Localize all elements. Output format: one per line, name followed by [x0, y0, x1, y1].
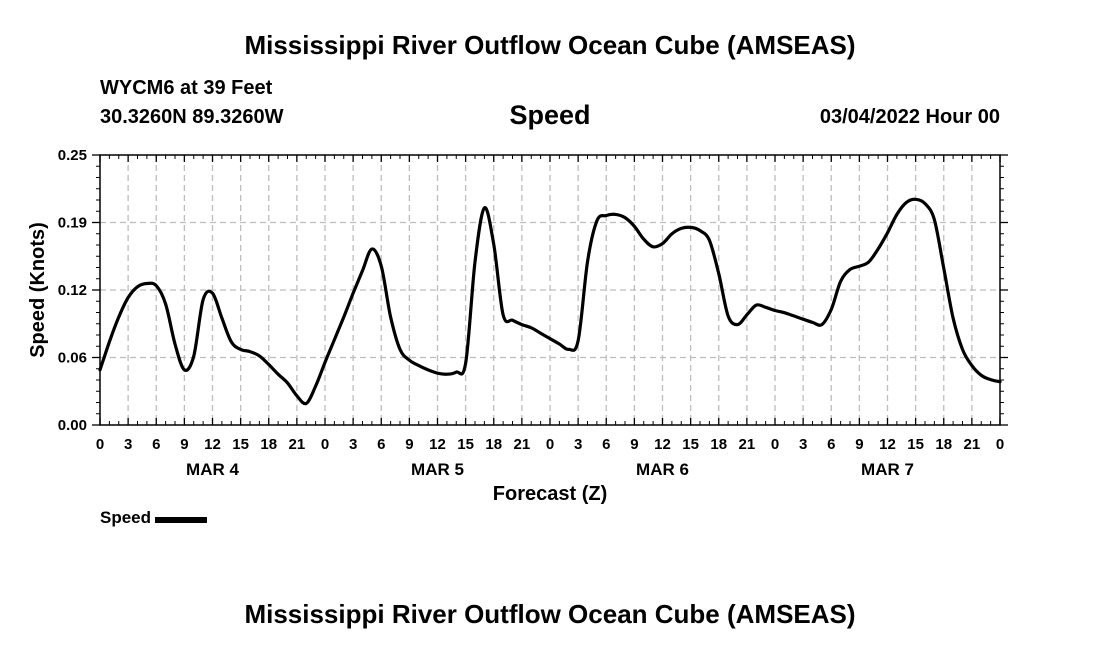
speed-series-line	[98, 197, 1002, 406]
x-tick-label: 3	[574, 436, 582, 453]
footer-title: Mississippi River Outflow Ocean Cube (AM…	[244, 599, 856, 629]
day-label: MAR 6	[636, 460, 689, 479]
x-tick-label: 18	[710, 436, 727, 453]
y-tick-label: 0.19	[58, 215, 87, 232]
day-label: MAR 4	[186, 460, 239, 479]
legend-swatch	[155, 516, 208, 523]
x-tick-label: 18	[485, 436, 502, 453]
x-tick-label: 3	[799, 436, 807, 453]
x-tick-label: 18	[260, 436, 277, 453]
x-tick-label: 21	[514, 436, 531, 453]
x-tick-label: 21	[739, 436, 756, 453]
y-axis-labels: 0.00 0.06 0.12 0.19 0.25	[58, 147, 87, 434]
y-tick-label: 0.06	[58, 350, 87, 367]
x-tick-label: 9	[180, 436, 188, 453]
x-tick-label: 12	[654, 436, 671, 453]
x-tick-label: 21	[289, 436, 306, 453]
x-tick-label: 15	[232, 436, 249, 453]
y-tick-label: 0.25	[58, 147, 87, 164]
x-tick-label: 6	[152, 436, 160, 453]
legend: Speed	[100, 508, 208, 528]
y-tick-label: 0.12	[58, 282, 87, 299]
x-tick-label: 12	[879, 436, 896, 453]
x-tick-label: 6	[602, 436, 610, 453]
x-tick-label: 0	[321, 436, 329, 453]
coordinates-label: 30.3260N 89.3260W	[100, 106, 284, 128]
x-tick-label: 6	[377, 436, 385, 453]
day-label: MAR 5	[411, 460, 464, 479]
x-tick-label: 6	[827, 436, 835, 453]
x-tick-label: 12	[429, 436, 446, 453]
plot-frame	[99, 154, 1001, 426]
legend-label: Speed	[100, 508, 152, 527]
x-tick-label: 15	[907, 436, 924, 453]
day-label: MAR 7	[861, 460, 914, 479]
x-tick-label: 9	[855, 436, 863, 453]
day-labels: MAR 4 MAR 5 MAR 6 MAR 7	[186, 460, 914, 479]
x-tick-label: 3	[124, 436, 132, 453]
x-tick-label: 3	[349, 436, 357, 453]
x-tick-label: 12	[204, 436, 221, 453]
grid	[100, 155, 1000, 425]
x-tick-label: 21	[964, 436, 981, 453]
x-tick-label: 15	[682, 436, 699, 453]
x-tick-label: 0	[996, 436, 1004, 453]
x-tick-label: 0	[771, 436, 779, 453]
x-tick-label: 9	[405, 436, 413, 453]
x-tick-label: 18	[935, 436, 952, 453]
variable-title: Speed	[509, 100, 591, 130]
x-tick-label: 0	[546, 436, 554, 453]
y-tick-label: 0.00	[58, 417, 87, 434]
chart-title: Mississippi River Outflow Ocean Cube (AM…	[244, 30, 856, 60]
y-axis-title: Speed (Knots)	[27, 222, 49, 358]
forecast-datetime: 03/04/2022 Hour 00	[819, 106, 1000, 128]
x-tick-label: 0	[96, 436, 104, 453]
x-axis-title: Forecast (Z)	[493, 483, 607, 505]
station-label: WYCM6 at 39 Feet	[100, 77, 273, 99]
x-axis-labels: 0 3 6 9 12 15 18 21 0 3 6 9 12 15 18 21 0 3 6 9 12 15 18 21 0 3 6 9…	[96, 436, 1004, 453]
x-tick-label: 9	[630, 436, 638, 453]
x-tick-label: 15	[457, 436, 474, 453]
